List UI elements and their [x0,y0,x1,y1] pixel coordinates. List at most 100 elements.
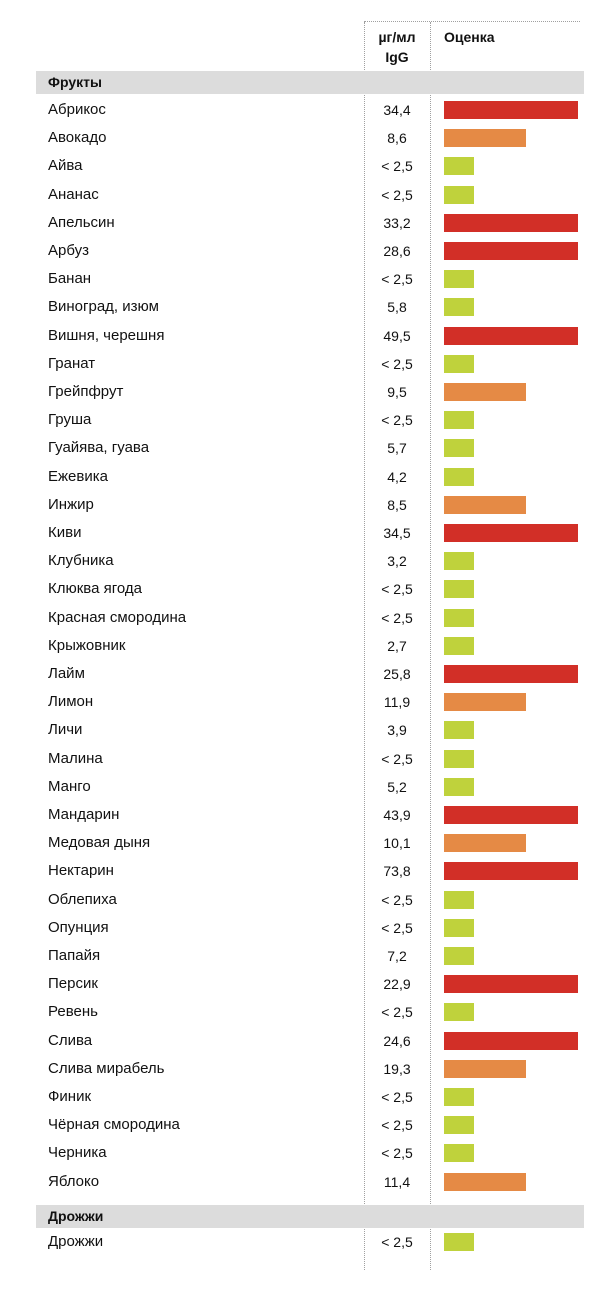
igg-value: 25,8 [383,666,411,682]
food-name: Груша [48,411,92,429]
igg-value: 24,6 [383,1032,411,1049]
rating-bar-low [444,354,474,373]
table-row: Черника < 2,5 [0,1139,600,1167]
igg-value: < 2,5 [381,609,413,626]
food-name: Лайм [48,665,85,682]
food-name: Абрикос [48,101,106,118]
igg-value: < 2,5 [381,1234,413,1250]
igg-value: < 2,5 [381,1089,413,1105]
unit-column-header: µг/мл IgG [364,27,430,67]
rating-bar-low [444,1003,474,1022]
food-name: Опунция [48,918,109,936]
food-name: Киви [48,524,82,541]
rating-bar-low [444,890,474,909]
rating-bar-high [444,862,578,881]
igg-value: < 2,5 [381,186,413,203]
header-top-rule [364,21,580,22]
unit-header-line2: IgG [385,49,409,65]
table-row: Гранат < 2,5 [0,350,600,378]
food-name: Ананас [48,185,99,203]
section-header: Дрожжи [36,1205,584,1228]
igg-value: 8,6 [387,130,407,147]
table-row: Мандарин 43,9 [0,801,600,829]
food-name: Манго [48,777,91,795]
igg-value: 9,5 [387,384,407,400]
food-name: Апельсин [48,213,115,231]
table-row: Ежевика 4,2 [0,463,600,491]
table-row: Облепиха < 2,5 [0,886,600,914]
igg-value: 33,2 [383,214,411,231]
table-row: Инжир 8,5 [0,491,600,519]
food-name: Инжир [48,495,94,513]
table-row: Айва < 2,5 [0,152,600,180]
food-name: Гранат [48,354,96,372]
food-name: Крыжовник [48,636,126,654]
rating-bar-low [444,411,474,430]
igg-value: < 2,5 [381,412,413,429]
food-name: Слива мирабель [48,1059,165,1077]
rating-bar-low [444,777,474,796]
table-row: Чёрная смородина < 2,5 [0,1111,600,1139]
table-row: Авокадо 8,6 [0,124,600,152]
rating-bar-medium [444,383,526,401]
rating-bar-low [444,580,474,599]
table-row: Нектарин 73,8 [0,857,600,885]
rating-bar-medium [444,495,526,514]
rating-bar-low [444,608,474,627]
table-row: Виноград, изюм 5,8 [0,293,600,321]
igg-value: < 2,5 [381,158,413,175]
igg-value: < 2,5 [381,1145,413,1162]
rating-bar-low [444,721,474,740]
table-row: Клубника 3,2 [0,547,600,575]
table-row: Киви 34,5 [0,519,600,547]
food-name: Клубника [48,552,114,570]
table-row: Вишня, черешня 49,5 [0,322,600,350]
column-divider [364,22,365,1270]
igg-value: 34,5 [383,525,411,541]
rating-bar-high [444,213,578,232]
food-name: Малина [48,749,103,767]
igg-value: 8,5 [387,496,407,513]
food-name: Персик [48,975,98,993]
food-name: Банан [48,270,92,288]
igg-value: 2,7 [387,637,407,654]
table-row: Личи 3,9 [0,716,600,744]
rating-bar-low [444,270,474,289]
food-name: Ревень [48,1003,98,1021]
rating-bar-high [444,524,578,542]
rating-bar-high [444,665,578,683]
igg-value: 34,4 [383,102,411,118]
igg-value: < 2,5 [381,1117,413,1134]
rating-bar-high [444,242,578,260]
food-name: Арбуз [48,242,89,259]
table-row: Персик 22,9 [0,970,600,998]
table-row: Финик < 2,5 [0,1083,600,1111]
rating-bar-low [444,918,474,937]
igg-value: 5,7 [387,440,407,457]
table-row: Арбуз 28,6 [0,237,600,265]
table-row: Лайм 25,8 [0,660,600,688]
table-row: Опунция < 2,5 [0,914,600,942]
igg-value: < 2,5 [381,891,413,908]
food-name: Виноград, изюм [48,298,159,316]
rating-bar-high [444,101,578,119]
section-header: Фрукты [36,71,584,94]
food-name: Красная смородина [48,608,187,626]
rating-bar-high [444,975,578,994]
table-row: Абрикос 34,4 [0,96,600,124]
unit-header-line1: µг/мл [378,29,416,45]
igg-value: < 2,5 [381,271,413,288]
rating-bar-low [444,185,474,204]
food-name: Медовая дыня [48,834,151,852]
rating-bar-low [444,749,474,768]
food-name: Финик [48,1088,92,1105]
rating-bar-low [444,1088,474,1106]
igg-value: 10,1 [383,835,411,852]
igg-value: 5,2 [387,778,407,795]
table-row: Папайя 7,2 [0,942,600,970]
food-name: Грейпфрут [48,383,124,400]
igg-value: 4,2 [387,468,407,485]
section-title: Дрожжи [48,1208,104,1224]
rating-bar-low [444,1144,474,1163]
rating-bar-high [444,806,578,824]
